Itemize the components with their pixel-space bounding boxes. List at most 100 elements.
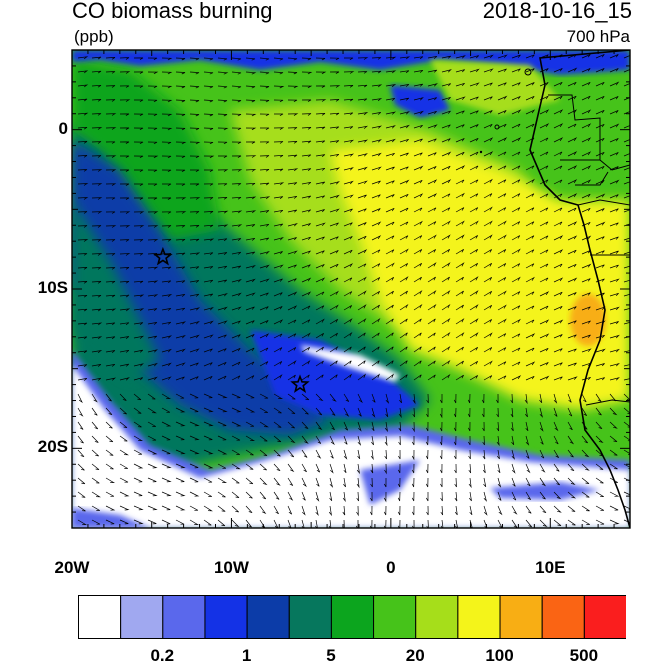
wind-vector	[203, 334, 214, 339]
wind-vector	[301, 421, 309, 429]
wind-vector	[455, 69, 465, 73]
wind-vector	[329, 140, 340, 143]
wind-vector	[483, 193, 493, 199]
wind-vector	[133, 141, 144, 145]
wind-vector	[273, 292, 283, 297]
wind-vector	[175, 197, 187, 200]
wind-vector	[259, 374, 269, 381]
wind-vector	[119, 477, 129, 483]
wind-vector	[105, 239, 116, 242]
wind-vector	[385, 221, 395, 227]
wind-vector	[567, 292, 577, 297]
wind-vector	[385, 407, 389, 418]
wind-vector	[77, 239, 89, 242]
wind-vector	[413, 374, 422, 381]
wind-vector	[315, 374, 324, 381]
wind-vector	[539, 95, 549, 101]
wind-vector	[189, 334, 200, 339]
wind-vector	[567, 235, 578, 241]
wind-vector	[189, 519, 200, 525]
wind-vector	[274, 113, 284, 117]
wind-vector	[469, 332, 479, 339]
wind-vector	[161, 169, 172, 173]
wind-vector	[133, 519, 144, 525]
wind-vector	[469, 179, 479, 185]
wind-vector	[175, 113, 186, 117]
wind-vector	[329, 360, 338, 367]
wind-vector	[133, 308, 145, 312]
lon-tick-label: 0	[386, 558, 396, 577]
wind-vector	[315, 140, 326, 144]
wind-vector	[399, 97, 410, 101]
wind-vector	[525, 407, 528, 418]
wind-vector	[147, 113, 158, 117]
wind-vector	[623, 265, 630, 269]
wind-vector	[482, 435, 485, 446]
wind-vector	[356, 505, 359, 517]
wind-vector	[119, 377, 130, 381]
wind-vector	[553, 221, 563, 227]
wind-vector	[371, 249, 381, 255]
wind-vector	[287, 264, 297, 269]
wind-vector	[119, 294, 130, 298]
wind-vector	[245, 141, 256, 144]
wind-vector	[567, 67, 578, 73]
wind-vector	[133, 266, 144, 270]
wind-vector	[287, 85, 299, 89]
wind-vector	[161, 211, 172, 214]
wind-vector	[371, 407, 376, 418]
wind-vector	[91, 491, 101, 498]
wind-vector	[581, 235, 592, 241]
wind-vector	[385, 332, 394, 339]
wind-vector	[315, 126, 326, 130]
wind-vector	[91, 127, 103, 130]
wind-vector	[440, 491, 443, 502]
wind-vector	[245, 196, 257, 200]
colorbar-box	[541, 595, 585, 639]
datetime-label: 2018-10-16_15	[482, 0, 632, 23]
wind-vector	[91, 393, 98, 403]
wind-vector	[511, 305, 521, 311]
wind-vector	[441, 193, 451, 199]
wind-vector	[343, 180, 354, 185]
wind-vector	[371, 194, 381, 199]
wind-vector	[315, 113, 326, 116]
wind-vector	[105, 183, 117, 186]
wind-vectors	[77, 54, 630, 528]
wind-vector	[595, 193, 606, 199]
wind-vector	[231, 320, 241, 325]
wind-vector	[399, 179, 410, 185]
wind-vector	[384, 463, 387, 475]
lon-tick-label: 20W	[54, 558, 90, 577]
wind-vector	[217, 477, 228, 483]
wind-vector	[175, 280, 186, 284]
wind-vector	[287, 421, 295, 429]
wind-vector	[315, 407, 323, 416]
wind-vector	[609, 292, 619, 297]
wind-vector	[245, 265, 256, 269]
wind-vector	[497, 151, 507, 157]
wind-vector	[119, 197, 130, 200]
wind-vector	[147, 57, 158, 61]
wind-vector	[105, 308, 117, 312]
wind-vector	[581, 393, 587, 403]
wind-vector	[525, 319, 535, 325]
wind-vector	[287, 182, 298, 185]
wind-vector	[595, 250, 605, 255]
wind-vector	[609, 348, 620, 353]
wind-vector	[567, 109, 578, 115]
wind-vector	[343, 407, 350, 417]
wind-vector	[581, 207, 591, 213]
wind-vector	[119, 407, 127, 415]
wind-vector	[203, 57, 214, 61]
wind-vector	[609, 194, 619, 199]
wind-vector	[245, 449, 254, 456]
wind-vector	[427, 360, 436, 367]
wind-vector	[469, 505, 473, 516]
wind-vector	[413, 193, 424, 199]
wind-vector	[371, 291, 381, 297]
wind-vector	[370, 449, 374, 461]
wind-vector	[133, 113, 144, 117]
wind-vector	[315, 250, 325, 255]
wind-vector	[203, 421, 214, 427]
